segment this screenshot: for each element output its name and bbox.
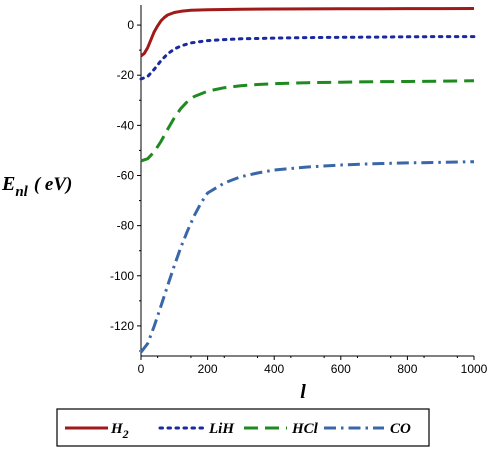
y-axis-label-unit: ( eV)	[34, 174, 73, 195]
series-line-h	[140, 7, 475, 58]
y-tick-label: -20	[117, 68, 135, 82]
x-tick-label: 0	[138, 362, 145, 376]
y-axis-label: Enl ( eV)	[1, 173, 72, 200]
y-tick-label: 0	[127, 18, 134, 32]
y-tick-label: -60	[117, 168, 135, 182]
x-axis-ticks: 0 200 400 600 800 1000	[138, 356, 488, 376]
legend: H2 LiH HCl CO	[56, 408, 430, 447]
plot-axes	[140, 5, 474, 357]
y-tick-label: -120	[110, 319, 134, 333]
x-tick-label: 200	[198, 362, 218, 376]
series-line-lih	[139, 35, 476, 81]
legend-label-lih: LiH	[208, 421, 235, 437]
x-axis-label: l	[300, 381, 306, 403]
legend-label-h: H2	[110, 421, 129, 441]
y-tick-label: -40	[117, 118, 135, 132]
x-tick-label: 800	[397, 362, 417, 376]
y-tick-label: -80	[117, 219, 135, 233]
x-tick-label: 1000	[461, 362, 488, 376]
y-axis-ticks: 0 -20 -40 -60 -80 -100 -120	[110, 18, 141, 352]
series-lines	[139, 7, 476, 354]
y-axis-label-main: E	[1, 173, 15, 195]
x-tick-label: 400	[264, 362, 284, 376]
legend-label-hcl: HCl	[291, 421, 319, 437]
x-tick-label: 600	[331, 362, 351, 376]
legend-label-co: CO	[390, 421, 411, 437]
y-tick-label: -100	[110, 269, 134, 283]
series-line-hcl	[140, 79, 475, 163]
series-line-co	[139, 160, 475, 354]
y-axis-label-subscript: nl	[15, 184, 28, 200]
